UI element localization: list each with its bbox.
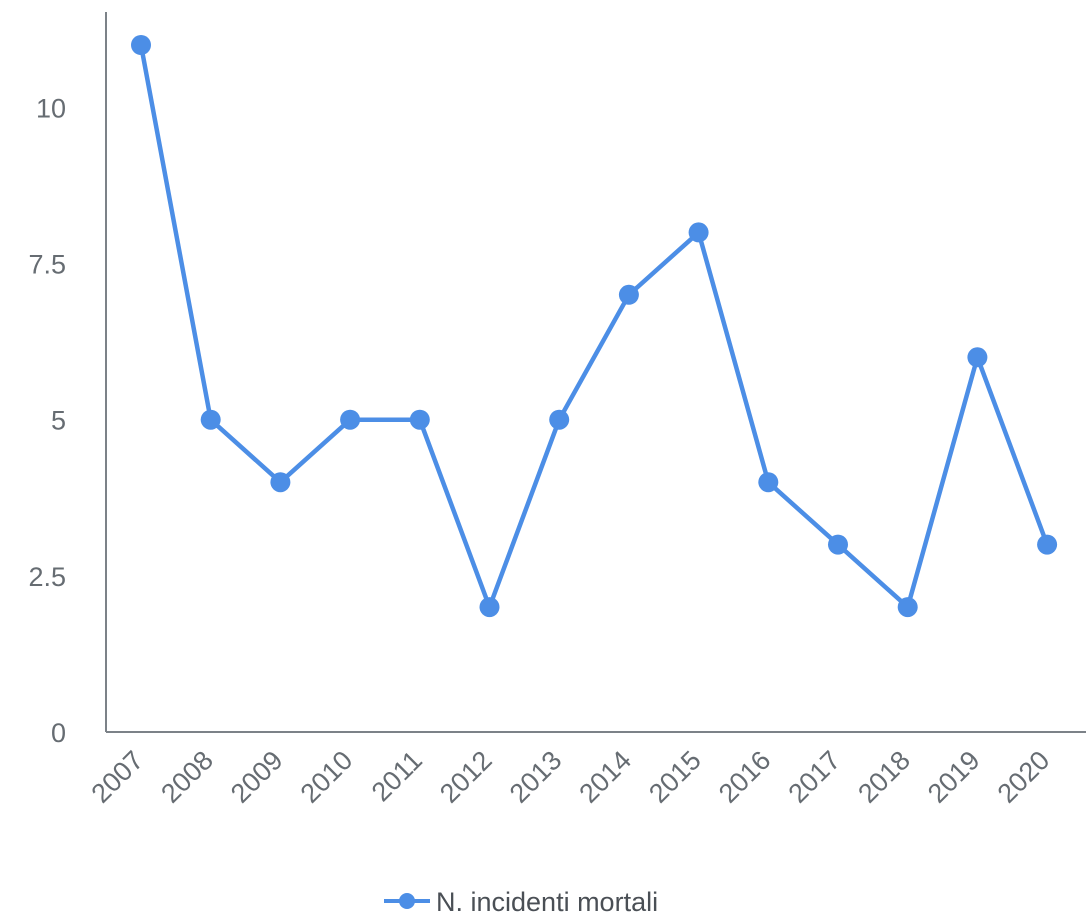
x-tick-label: 2007 <box>86 745 150 809</box>
x-tick-label: 2013 <box>504 745 568 809</box>
legend: N. incidenti mortali <box>384 887 658 914</box>
x-tick-label: 2020 <box>992 745 1056 809</box>
x-tick-label: 2014 <box>573 745 637 809</box>
data-point <box>758 472 779 493</box>
data-point <box>131 35 151 55</box>
data-point <box>270 472 291 493</box>
data-point <box>897 597 918 618</box>
x-axis-ticks: 2007 2008 2009 2010 2011 2012 2013 2014 2015 2016… <box>86 745 1056 809</box>
x-tick-label: 2011 <box>366 745 428 807</box>
y-axis-ticks: 0 2.5 5 7.5 10 <box>28 93 66 748</box>
x-tick-label: 2010 <box>295 745 359 809</box>
series-line <box>138 44 1050 610</box>
data-point <box>200 409 221 430</box>
x-tick-label: 2016 <box>713 745 777 809</box>
x-tick-label: 2008 <box>155 745 219 809</box>
legend-marker-swatch <box>399 893 415 909</box>
y-tick-label: 0 <box>51 718 66 748</box>
x-tick-label: 2012 <box>434 745 498 809</box>
data-point <box>828 534 848 555</box>
y-tick-label: 5 <box>51 406 66 436</box>
x-tick-label: 2018 <box>852 745 916 809</box>
x-tick-label: 2017 <box>783 745 847 809</box>
data-point <box>967 347 988 368</box>
series-layer <box>131 35 1058 618</box>
data-point <box>479 597 500 618</box>
x-tick-label: 2015 <box>643 745 707 809</box>
y-tick-label: 7.5 <box>28 250 66 280</box>
x-tick-label: 2009 <box>225 745 289 809</box>
y-tick-label: 2.5 <box>28 562 66 592</box>
data-point <box>618 284 639 305</box>
data-point <box>1037 534 1058 555</box>
legend-label: N. incidenti mortali <box>436 887 658 914</box>
data-point <box>549 409 570 430</box>
data-point <box>688 222 709 243</box>
data-point <box>340 409 361 430</box>
y-tick-label: 10 <box>36 93 66 123</box>
x-tick-label: 2019 <box>922 745 986 809</box>
data-point <box>409 409 430 430</box>
